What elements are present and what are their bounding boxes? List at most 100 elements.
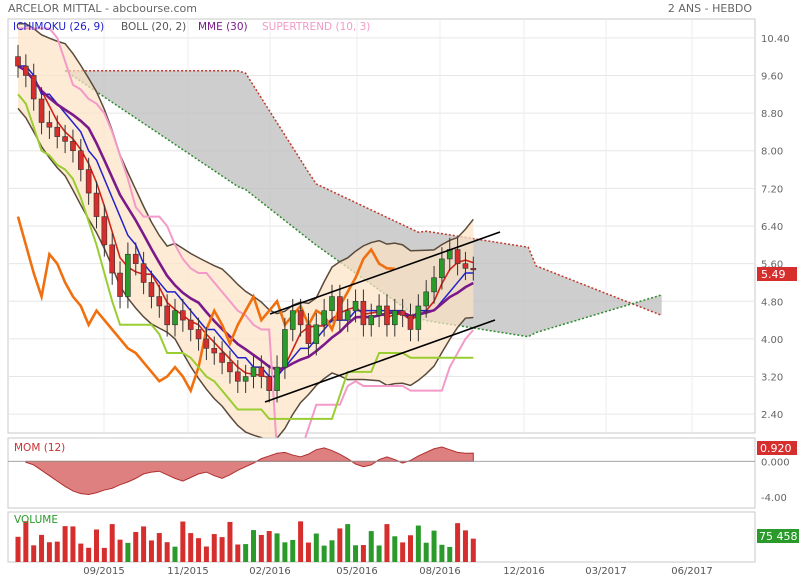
volume-bar (172, 546, 178, 562)
candle-body (211, 348, 218, 354)
candle-body (439, 258, 445, 279)
candle-body (305, 324, 312, 344)
candle-body (54, 126, 61, 137)
x-tick-label: 11/2015 (167, 566, 209, 577)
price-tick-label: 6.40 (761, 222, 783, 233)
candle-body (180, 310, 186, 321)
candle-body (101, 216, 108, 246)
volume-bar (408, 535, 413, 562)
last-price-badge (757, 267, 797, 281)
momentum-y-axis: 0.000 -4.00 (761, 457, 790, 504)
volume-bar (180, 521, 186, 562)
candle-body (140, 263, 147, 283)
volume-bar (70, 526, 76, 562)
volume-bar (141, 526, 147, 562)
lime-step-line (17, 93, 474, 420)
volume-bar (462, 530, 468, 562)
candle-body (227, 362, 233, 373)
price-tick-label: 8.00 (761, 147, 783, 158)
candle-body (258, 366, 265, 377)
candle-body (156, 296, 163, 307)
legend-supertrend: SUPERTREND (10, 3) (262, 21, 370, 33)
price-tick-label: 4.00 (761, 335, 783, 346)
volume-bar (470, 538, 476, 562)
volume-bar (86, 547, 92, 562)
volume-bar (282, 542, 288, 562)
volume-bar (235, 544, 241, 562)
x-tick-label: 03/2017 (585, 566, 627, 577)
volume-bar (148, 540, 154, 562)
candle-body (313, 324, 320, 344)
volume-bar (455, 523, 461, 562)
senkou-span-b (65, 70, 662, 317)
price-y-axis: 2.40 3.20 4.00 4.80 5.60 6.40 7.20 8.00 8.80 9.60… (761, 34, 790, 421)
volume-bar (156, 533, 162, 562)
volume-bar (39, 534, 45, 562)
volume-bar (203, 546, 209, 562)
volume-bar (54, 541, 60, 562)
candle-body (219, 352, 225, 363)
candle-body (148, 282, 155, 297)
candle-body (321, 310, 327, 326)
candle-body (109, 244, 115, 274)
volume-bar (400, 542, 406, 562)
volume-bar (392, 536, 398, 562)
momentum-title: MOM (12) (14, 442, 65, 454)
cloud-fill (65, 70, 662, 337)
x-tick-label: 02/2016 (249, 566, 291, 577)
supertrend-line (18, 27, 475, 453)
x-tick-label: 08/2016 (419, 566, 461, 577)
candle-body (470, 268, 477, 271)
candle-body (423, 291, 430, 307)
candle-body (391, 310, 398, 326)
price-tick-label: 9.60 (761, 71, 783, 82)
volume-bar (415, 525, 421, 562)
volume-bar (321, 545, 327, 562)
volume-bar (46, 542, 52, 562)
price-tick-label: 2.40 (761, 410, 783, 421)
price-tick-label: 5.60 (761, 260, 783, 271)
price-tick-label: 4.80 (761, 297, 783, 308)
x-tick-label: 06/2017 (671, 566, 713, 577)
candle-body (297, 310, 304, 326)
volume-bar (313, 533, 319, 562)
candle-body (93, 192, 100, 217)
bollinger-upper (17, 22, 474, 315)
last-price-label: 5.49 (761, 268, 786, 281)
momentum-tick-label: 0.000 (761, 457, 790, 468)
volume-bar (211, 534, 217, 562)
volume-value-badge (757, 529, 799, 543)
volume-bar (345, 524, 351, 562)
volume-bar (439, 544, 445, 562)
x-tick-label: 12/2016 (503, 566, 545, 577)
legend-boll: BOLL (20, 2) (121, 21, 186, 33)
volume-bar (196, 538, 202, 562)
volume-bar (274, 533, 280, 562)
bollinger-fill (18, 23, 474, 441)
trend-channel (264, 231, 501, 403)
volume-bar (305, 542, 311, 562)
candle-body (376, 305, 382, 316)
candle-body (399, 310, 406, 316)
volume-bar (117, 539, 123, 562)
legend-mme: MME (30) (198, 21, 248, 33)
momentum-area (8, 446, 755, 496)
candle-body (266, 376, 273, 391)
candle-body (454, 249, 461, 264)
candle-body (352, 300, 359, 311)
candle-body (164, 305, 170, 326)
volume-bar (423, 542, 429, 562)
volume-bar (384, 524, 390, 562)
candle-body (415, 305, 422, 330)
candle-body (70, 141, 76, 152)
volume-bar (266, 531, 272, 562)
candle-body (242, 376, 249, 382)
volume-bar (431, 530, 437, 562)
volume-bar (164, 542, 170, 562)
candle-body (407, 315, 414, 330)
candle-body (235, 371, 241, 382)
price-tick-label: 8.80 (761, 109, 783, 120)
candle-body (250, 366, 257, 377)
volume-bar (125, 542, 131, 562)
